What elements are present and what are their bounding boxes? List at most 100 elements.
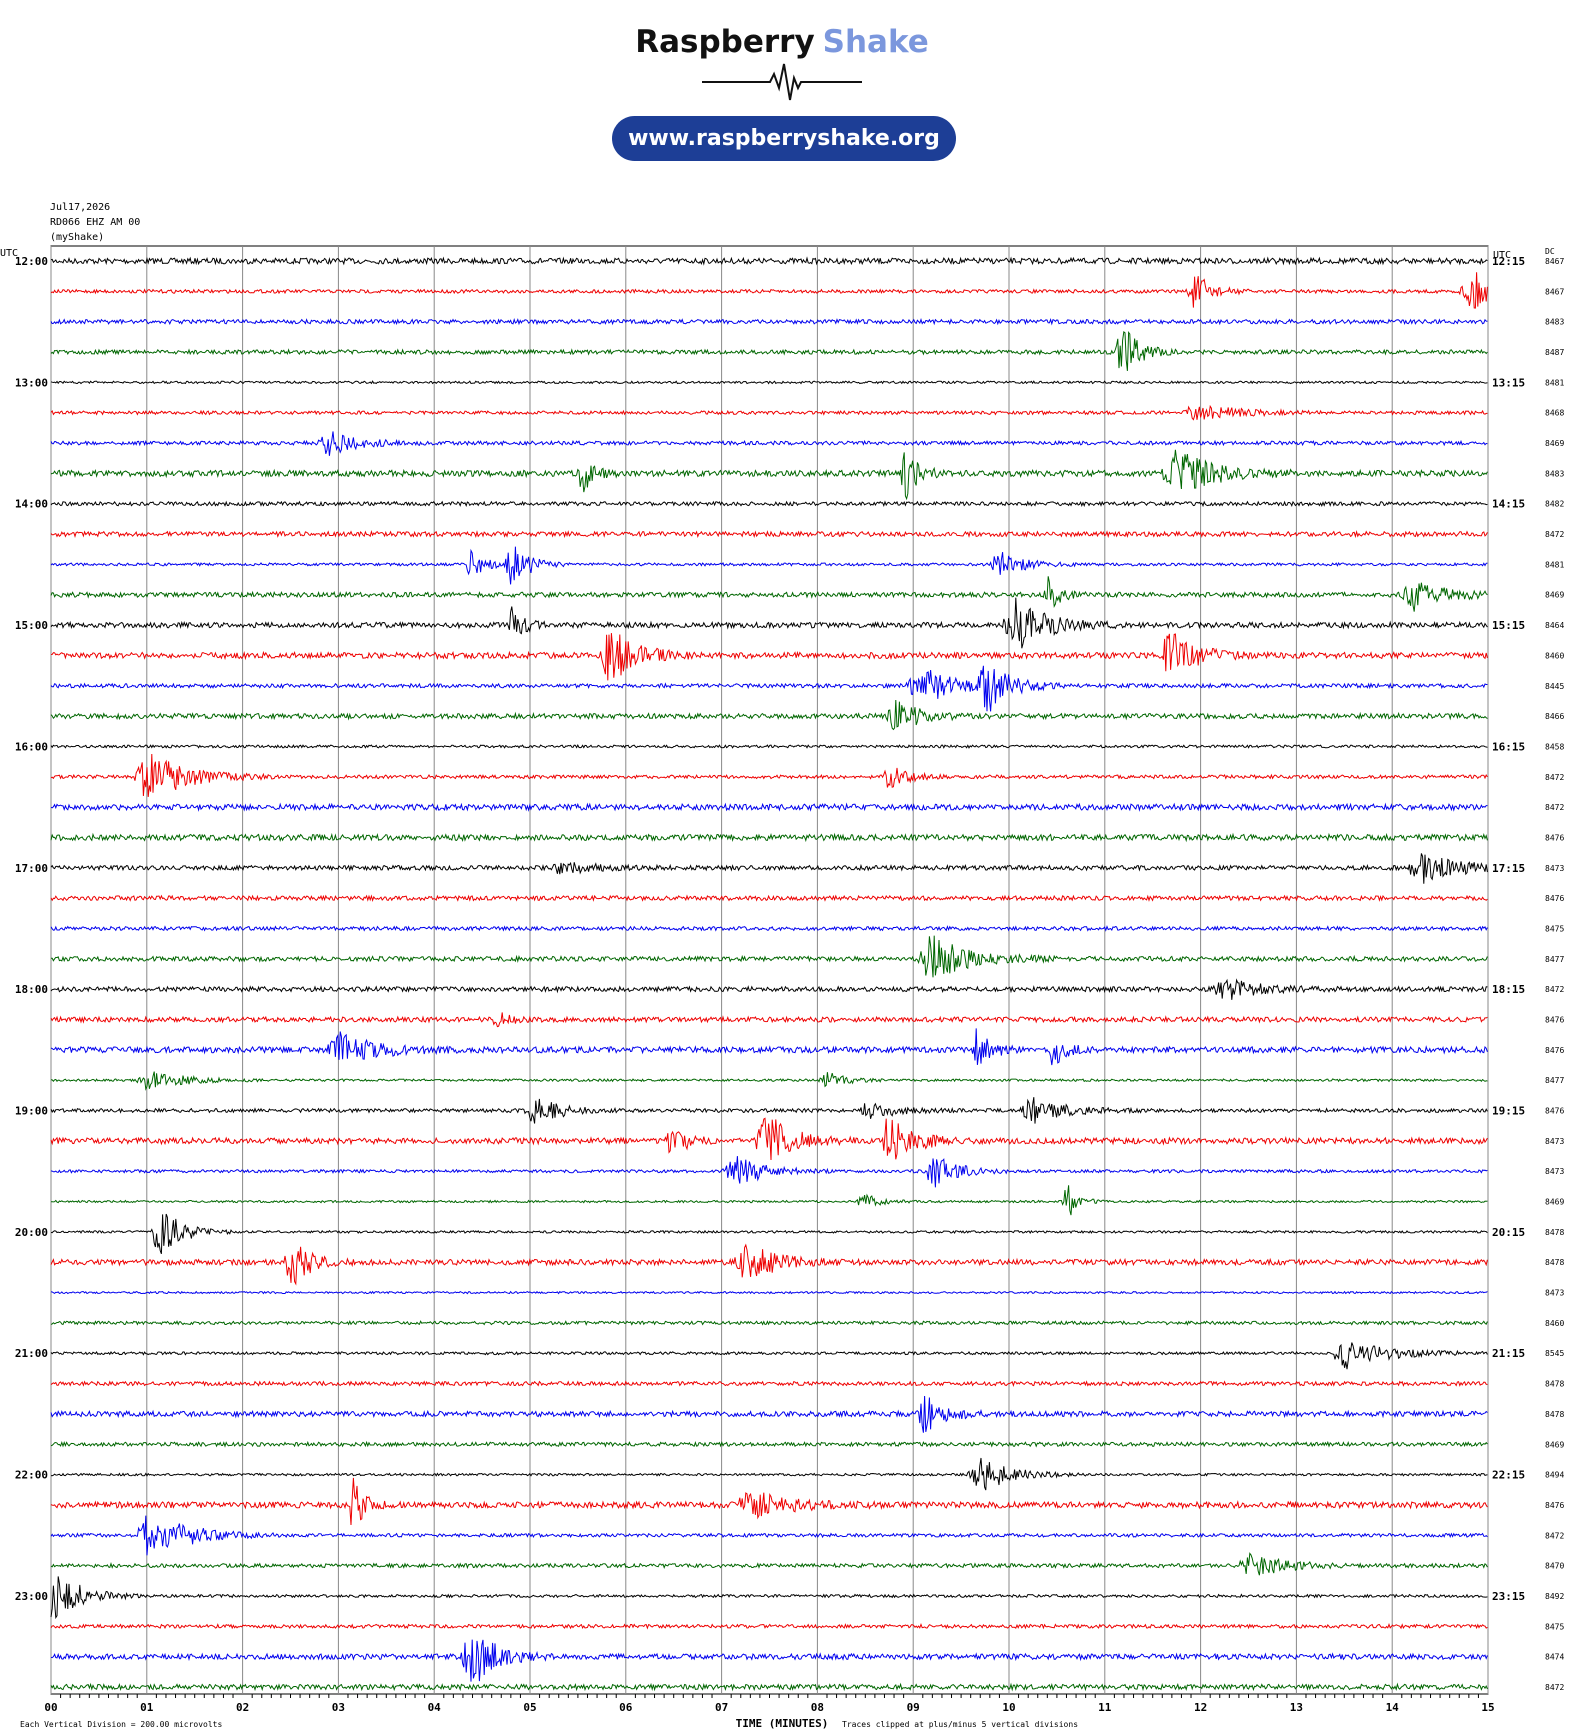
- trace: [50, 1552, 1488, 1576]
- trace: [50, 597, 1488, 649]
- left-time-label: 13:00: [15, 376, 48, 389]
- trace: [50, 330, 1488, 371]
- left-time-label: 18:00: [15, 983, 48, 996]
- x-tick-label: 02: [236, 1701, 249, 1714]
- left-time-label: 14:00: [15, 498, 48, 511]
- trace: [50, 1028, 1488, 1066]
- dc-value: 8472: [1545, 985, 1564, 994]
- left-time-label: 19:00: [15, 1105, 48, 1118]
- trace: [50, 1380, 1488, 1388]
- x-tick-label: 08: [811, 1701, 824, 1714]
- trace: [50, 1185, 1488, 1216]
- brand-accent: Shake: [823, 24, 929, 60]
- x-tick-label: 13: [1290, 1701, 1303, 1714]
- dc-value: 8492: [1545, 1592, 1564, 1601]
- trace: [50, 1243, 1488, 1286]
- right-time-label: 14:15: [1492, 498, 1525, 511]
- x-axis-title: TIME (MINUTES): [736, 1717, 829, 1730]
- trace: [50, 431, 1488, 456]
- brand-main: Raspberry: [635, 24, 814, 60]
- dc-value: 8472: [1545, 773, 1564, 782]
- plot-frame: [50, 245, 1489, 1695]
- dc-value: 8545: [1545, 1349, 1564, 1358]
- left-time-label: 12:00: [15, 255, 48, 268]
- trace: [50, 1623, 1488, 1630]
- footer-left: Each Vertical Division = 200.00 microvol…: [20, 1720, 222, 1729]
- trace: [50, 753, 1488, 797]
- trace: [50, 1477, 1488, 1526]
- right-time-label: 22:15: [1492, 1469, 1525, 1482]
- dc-value: 8467: [1545, 287, 1564, 296]
- x-tick-label: 04: [428, 1701, 442, 1714]
- trace: [50, 1639, 1488, 1682]
- left-time-label: 20:00: [15, 1226, 48, 1239]
- trace: [50, 633, 1488, 681]
- dc-value: 8460: [1545, 1319, 1564, 1328]
- dc-value: 8494: [1545, 1471, 1564, 1480]
- trace: [50, 832, 1488, 843]
- dc-value: 8478: [1545, 1380, 1564, 1389]
- plot: Jul17,2026 RD066 EHZ AM 00 (myShake) UTC UTC…: [0, 202, 1564, 1730]
- trace: [50, 1213, 1488, 1254]
- dc-value: 8476: [1545, 1107, 1564, 1116]
- x-tick-label: 03: [332, 1701, 345, 1714]
- right-time-label: 12:15: [1492, 255, 1525, 268]
- dc-value: 8467: [1545, 257, 1564, 266]
- left-time-label: 23:00: [15, 1590, 48, 1603]
- x-tick-label: 06: [619, 1701, 633, 1714]
- dc-value: 8458: [1545, 742, 1564, 751]
- meta-line: Jul17,2026: [50, 202, 110, 213]
- left-time-label: 15:00: [15, 619, 48, 632]
- trace: [50, 744, 1488, 749]
- dc-value: 8478: [1545, 1228, 1564, 1237]
- dc-value: 8477: [1545, 1076, 1564, 1085]
- right-time-label: 13:15: [1492, 376, 1525, 389]
- trace: [50, 1457, 1488, 1491]
- x-tick-label: 01: [140, 1701, 154, 1714]
- x-tick-label: 10: [1002, 1701, 1015, 1714]
- dc-value: 8478: [1545, 1258, 1564, 1267]
- dc-value: 8474: [1545, 1653, 1564, 1662]
- dc-value: 8473: [1545, 864, 1564, 873]
- x-tick-label: 14: [1386, 1701, 1400, 1714]
- dc-value: 8483: [1545, 318, 1564, 327]
- right-time-label: 15:15: [1492, 619, 1525, 632]
- trace: [50, 853, 1488, 884]
- trace: [50, 925, 1488, 932]
- trace: [50, 1682, 1488, 1692]
- dc-value: 8472: [1545, 1683, 1564, 1692]
- trace: [50, 500, 1488, 508]
- dc-value: 8483: [1545, 469, 1564, 478]
- trace: [50, 978, 1488, 1000]
- x-tick-label: 09: [907, 1701, 920, 1714]
- meta-line: (myShake): [50, 232, 104, 243]
- dc-value: 8472: [1545, 803, 1564, 812]
- trace: [50, 449, 1488, 501]
- footer-right: Traces clipped at plus/minus 5 vertical …: [842, 1720, 1078, 1729]
- right-time-label: 19:15: [1492, 1105, 1525, 1118]
- url-pill[interactable]: [612, 116, 956, 161]
- url[interactable]: www.raspberryshake.org: [628, 126, 940, 151]
- right-time-label: 18:15: [1492, 983, 1525, 996]
- right-time-label: 16:15: [1492, 740, 1525, 753]
- meta-line: RD066 EHZ AM 00: [50, 217, 140, 228]
- dc-value: 8475: [1545, 1622, 1564, 1631]
- trace: [50, 1342, 1488, 1370]
- dc-value: 8473: [1545, 1289, 1564, 1298]
- left-time-label: 22:00: [15, 1469, 48, 1482]
- utc-header-left: UTC: [0, 248, 18, 259]
- trace: [50, 1440, 1488, 1448]
- dc-value: 8473: [1545, 1137, 1564, 1146]
- trace: [50, 317, 1488, 326]
- dc-value: 8445: [1545, 682, 1564, 691]
- trace: [50, 256, 1488, 266]
- dc-value: 8460: [1545, 651, 1564, 660]
- dc-value: 8476: [1545, 894, 1564, 903]
- trace: [50, 404, 1488, 421]
- trace: [50, 546, 1488, 585]
- trace: [50, 1576, 1488, 1620]
- dc-value: 8481: [1545, 560, 1564, 569]
- right-time-label: 21:15: [1492, 1347, 1525, 1360]
- trace: [50, 1097, 1488, 1124]
- logo-wave: [702, 63, 862, 101]
